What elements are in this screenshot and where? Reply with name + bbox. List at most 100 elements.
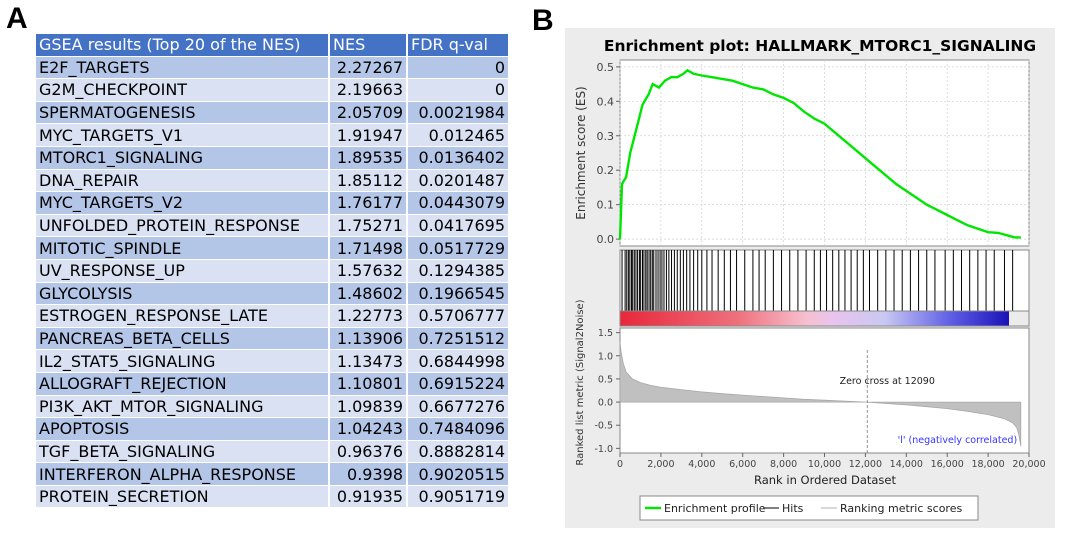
x-tick-label: 10,000: [808, 459, 841, 470]
fdr-cell: 0.6844998: [407, 349, 510, 373]
geneset-name-cell: G2M_CHECKPOINT: [36, 78, 330, 102]
fdr-cell: 0.0136402: [407, 146, 510, 170]
geneset-name-cell: DNA_REPAIR: [36, 169, 330, 193]
fdr-cell: 0.6915224: [407, 372, 510, 396]
es-y-tick-label: 0.0: [597, 233, 615, 246]
legend-hits-label: Hits: [782, 502, 804, 515]
metric-y-tick-label: 1.5: [598, 328, 613, 339]
nes-cell: 1.10801: [329, 372, 408, 396]
fdr-cell: 0.5706777: [407, 304, 510, 328]
fdr-cell: 0.0517729: [407, 236, 510, 260]
nes-cell: 1.13473: [329, 349, 408, 373]
x-axis-label: Rank in Ordered Dataset: [754, 473, 897, 487]
fdr-cell: 0.1294385: [407, 259, 510, 283]
table-row: TGF_BETA_SIGNALING 0.96376 0.8882814: [36, 440, 510, 464]
table-row: ALLOGRAFT_REJECTION 1.10801 0.6915224: [36, 372, 510, 396]
x-tick-label: 0: [617, 459, 623, 470]
x-tick-label: 8,000: [770, 459, 797, 470]
table-row: PANCREAS_BETA_CELLS 1.13906 0.7251512: [36, 327, 510, 351]
geneset-name-cell: E2F_TARGETS: [36, 56, 330, 80]
nes-cell: 1.22773: [329, 304, 408, 328]
fdr-cell: 0: [407, 56, 510, 80]
gsea-results-table: GSEA results (Top 20 of the NES) NES FDR…: [36, 34, 510, 509]
negative-correlation-label: 'l' (negatively correlated): [898, 435, 1018, 446]
es-y-tick-label: 0.1: [597, 199, 615, 212]
geneset-name-cell: UV_RESPONSE_UP: [36, 259, 330, 283]
x-tick-label: 20,000: [1012, 459, 1045, 470]
table-row: GLYCOLYSIS 1.48602 0.1966545: [36, 282, 510, 306]
geneset-name-cell: SPERMATOGENESIS: [36, 101, 330, 125]
metric-y-axis-label: Ranked list metric (Signal2Noise): [575, 299, 586, 465]
fdr-cell: 0.1966545: [407, 282, 510, 306]
legend-box: [639, 495, 979, 521]
table-row: MTORC1_SIGNALING 1.89535 0.0136402: [36, 146, 510, 170]
table-row: UNFOLDED_PROTEIN_RESPONSE 1.75271 0.041769…: [36, 214, 510, 238]
fdr-cell: 0.0417695: [407, 214, 510, 238]
fdr-cell: 0.6677276: [407, 395, 510, 419]
fdr-cell: 0.012465: [407, 123, 510, 147]
panel-a-label: A: [6, 2, 28, 35]
header-nes: NES: [329, 34, 408, 57]
table-row: E2F_TARGETS 2.27267 0: [36, 56, 510, 80]
es-panel: 0.0 0.1 0.2 0.3 0.4 0.5 Enrichment score (ES): [574, 59, 1030, 247]
nes-cell: 1.89535: [329, 146, 408, 170]
es-y-axis-label: Enrichment score (ES): [574, 86, 588, 219]
nes-cell: 1.57632: [329, 259, 408, 283]
table-row: MYC_TARGETS_V1 1.91947 0.012465: [36, 123, 510, 147]
nes-cell: 0.9398: [329, 462, 408, 486]
legend-metric-label: Ranking metric scores: [840, 502, 962, 515]
metric-y-tick-label: -0.5: [594, 421, 613, 432]
nes-cell: 2.05709: [329, 101, 408, 125]
metric-y-tick-label: 0.5: [598, 374, 613, 385]
table-header-row: GSEA results (Top 20 of the NES) NES FDR…: [36, 34, 510, 57]
nes-cell: 0.96376: [329, 440, 408, 464]
nes-cell: 1.13906: [329, 327, 408, 351]
nes-cell: 1.76177: [329, 191, 408, 215]
metric-area: [619, 341, 1022, 447]
es-y-tick-label: 0.4: [597, 95, 615, 108]
geneset-name-cell: MITOTIC_SPINDLE: [36, 236, 330, 260]
x-tick-label: 4,000: [688, 459, 715, 470]
nes-cell: 1.75271: [329, 214, 408, 238]
rank-gradient-bar: [620, 311, 1009, 326]
nes-cell: 2.19663: [329, 78, 408, 102]
x-axis: 0 2,000 4,000 6,000 8,000 10,000 12,000 14,000 1…: [617, 453, 1046, 470]
es-y-tick-label: 0.5: [597, 61, 615, 74]
metric-y-tick-label: 1.0: [598, 351, 613, 362]
table-row: G2M_CHECKPOINT 2.19663 0: [36, 78, 510, 102]
table-row: PROTEIN_SECRETION 0.91935 0.9051719: [36, 485, 510, 509]
geneset-name-cell: MTORC1_SIGNALING: [36, 146, 330, 170]
x-tick-label: 18,000: [971, 459, 1004, 470]
geneset-name-cell: TGF_BETA_SIGNALING: [36, 440, 330, 464]
x-tick-label: 16,000: [931, 459, 964, 470]
fdr-cell: 0.7251512: [407, 327, 510, 351]
table-row: MITOTIC_SPINDLE 1.71498 0.0517729: [36, 236, 510, 260]
geneset-name-cell: INTERFERON_ALPHA_RESPONSE: [36, 462, 330, 486]
panel-b-label: B: [532, 4, 554, 37]
legend: Enrichment profile Hits Ranking metric sco…: [639, 495, 979, 521]
geneset-name-cell: PI3K_AKT_MTOR_SIGNALING: [36, 395, 330, 419]
table-row: SPERMATOGENESIS 2.05709 0.0021984: [36, 101, 510, 125]
x-tick-label: 12,000: [849, 459, 882, 470]
fdr-cell: 0.0443079: [407, 191, 510, 215]
nes-cell: 1.04243: [329, 417, 408, 441]
geneset-name-cell: MYC_TARGETS_V1: [36, 123, 330, 147]
nes-cell: 1.85112: [329, 169, 408, 193]
nes-cell: 2.27267: [329, 56, 408, 80]
table-row: DNA_REPAIR 1.85112 0.0201487: [36, 169, 510, 193]
header-geneset: GSEA results (Top 20 of the NES): [36, 34, 330, 57]
nes-cell: 0.91935: [329, 485, 408, 509]
nes-cell: 1.91947: [329, 123, 408, 147]
gradient-frame: [619, 310, 1030, 327]
hits-panel: [619, 249, 1030, 312]
fdr-cell: 0.0021984: [407, 101, 510, 125]
table-row: ESTROGEN_RESPONSE_LATE 1.22773 0.5706777: [36, 304, 510, 328]
geneset-name-cell: PROTEIN_SECRETION: [36, 485, 330, 509]
geneset-name-cell: UNFOLDED_PROTEIN_RESPONSE: [36, 214, 330, 238]
table-row: PI3K_AKT_MTOR_SIGNALING 1.09839 0.6677276: [36, 395, 510, 419]
x-tick-label: 2,000: [647, 459, 674, 470]
geneset-name-cell: PANCREAS_BETA_CELLS: [36, 327, 330, 351]
geneset-name-cell: IL2_STAT5_SIGNALING: [36, 349, 330, 373]
nes-cell: 1.09839: [329, 395, 408, 419]
header-fdr: FDR q-val: [407, 34, 510, 57]
